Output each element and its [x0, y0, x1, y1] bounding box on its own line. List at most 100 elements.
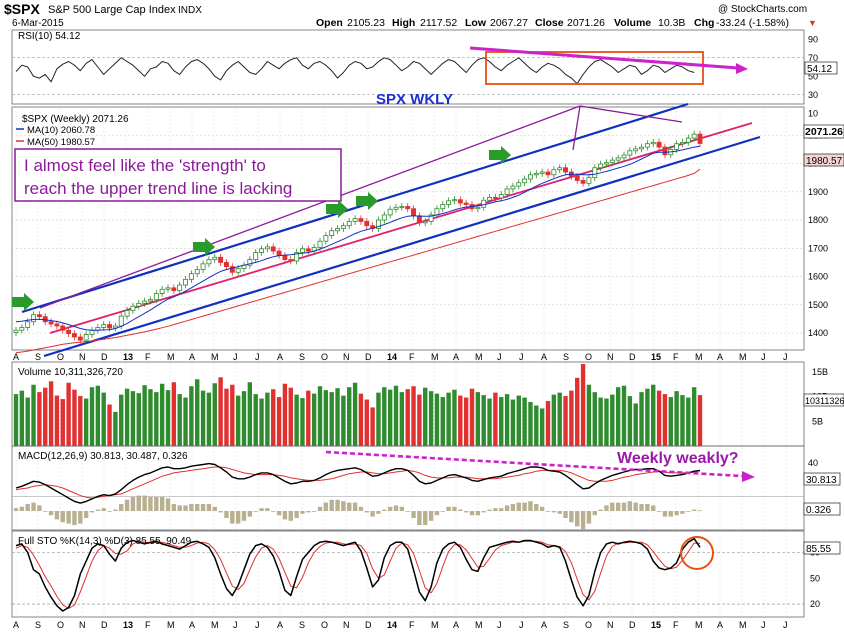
volume-bar: [639, 392, 644, 446]
price-candle: [416, 215, 422, 224]
macd-histogram-bar: [317, 506, 323, 511]
macd-histogram-bar: [487, 509, 492, 511]
volume-bar: [189, 386, 194, 446]
spx-wkly-label: SPX WKLY: [376, 91, 453, 108]
volume-bar: [662, 394, 668, 446]
x-tick-label: J: [255, 620, 260, 630]
macd-histogram-bar: [452, 506, 457, 511]
x-tick-label: M: [431, 620, 439, 630]
x-tick-label: 14: [387, 352, 397, 362]
macd-histogram-bar: [499, 508, 504, 511]
macd-histogram-bar: [43, 511, 48, 512]
macd-histogram-bar: [399, 506, 405, 511]
volume-bar: [627, 396, 633, 446]
macd-histogram-bar: [686, 511, 691, 512]
sto-k-line: [15, 537, 701, 612]
macd-histogram-bar: [189, 504, 194, 511]
price-candle: [644, 143, 650, 148]
ma50-line: [15, 168, 701, 354]
volume-bar: [434, 393, 440, 446]
macd-histogram-bar: [323, 502, 329, 511]
middle-red-trend-line: [49, 122, 753, 334]
macd-histogram-bar: [212, 506, 217, 511]
volume-bar: [697, 395, 703, 446]
x-tick-label: M: [475, 352, 483, 362]
price-candle: [200, 263, 206, 270]
price-candle: [615, 157, 621, 161]
macd-histogram-bar: [19, 506, 25, 511]
volume-bar: [428, 391, 434, 446]
price-candle: [592, 167, 598, 179]
volume-bar: [113, 411, 118, 446]
price-candle: [253, 252, 259, 260]
x-tick-label: M: [739, 620, 747, 630]
macd-histogram-bar: [265, 508, 270, 511]
price-tick-label: 1600: [808, 272, 828, 282]
macd-histogram-bar: [66, 511, 71, 524]
price-candle: [188, 273, 194, 280]
volume-bar: [48, 381, 54, 446]
price-candle: [276, 250, 282, 256]
macd-histogram-bar: [592, 511, 597, 516]
volume-bar: [72, 389, 77, 446]
price-candle: [650, 141, 656, 145]
rsi-value-box: 54.12: [807, 64, 832, 75]
volume-bar: [271, 389, 276, 446]
macd-histogram-bar: [610, 502, 615, 511]
green-arrow-icon: [356, 192, 378, 210]
x-tick-label: A: [189, 352, 195, 362]
volume-bar: [66, 382, 71, 446]
volume-bar: [510, 399, 516, 446]
x-tick-label: D: [101, 620, 108, 630]
price-candle: [124, 310, 130, 317]
price-candle: [107, 324, 112, 329]
ma10-label: MA(10) 2060.78: [27, 125, 95, 136]
price-candle: [440, 204, 446, 210]
price-candle: [183, 278, 188, 286]
macd-histogram-bar: [165, 498, 171, 511]
price-candle: [358, 218, 364, 222]
purple-upper-line: [39, 105, 581, 309]
volume-bar: [212, 383, 217, 446]
price-candle: [463, 202, 469, 205]
macd-histogram-bar: [48, 511, 54, 516]
x-tick-label: A: [541, 352, 547, 362]
macd-histogram-bar: [434, 511, 440, 516]
price-candle: [282, 254, 288, 260]
x-tick-label: J: [233, 620, 238, 630]
volume-bar: [440, 397, 445, 446]
price-candle: [522, 178, 528, 184]
macd-histogram-bar: [335, 499, 340, 511]
macd-value-box: 30.813: [806, 475, 837, 486]
x-tick-label: A: [453, 352, 459, 362]
x-tick-label: D: [101, 352, 108, 362]
volume-bar: [569, 390, 574, 446]
macd-histogram-bar: [288, 511, 293, 521]
ma10-line: [15, 145, 701, 331]
high-value: 2117.52: [420, 17, 457, 29]
x-tick-label: M: [475, 620, 483, 630]
sto-highlight-circle: [680, 536, 714, 570]
rsi-tick-label: 90: [808, 34, 818, 44]
macd-histogram-bar: [528, 501, 533, 511]
volume-bar: [487, 398, 492, 446]
price-candle: [674, 143, 680, 150]
x-tick-label: M: [211, 352, 219, 362]
price-candle: [428, 214, 434, 222]
macd-histogram-bar: [13, 508, 19, 511]
macd-histogram-bar: [31, 502, 36, 511]
close-value: 2071.26: [567, 17, 605, 29]
close-value-box: 2071.26: [805, 126, 843, 138]
x-tick-label: D: [365, 352, 372, 362]
price-candle: [656, 141, 662, 148]
price-candle: [498, 194, 504, 199]
volume-bar: [230, 384, 235, 446]
price-candle: [323, 235, 329, 242]
volume-bar: [288, 387, 293, 446]
green-arrow-icon: [193, 238, 215, 256]
macd-histogram-bar: [83, 511, 89, 518]
price-candle: [533, 173, 539, 176]
chart-date: 6-Mar-2015: [12, 18, 64, 29]
volume-tick-label: 15B: [812, 367, 828, 377]
x-tick-label: N: [607, 620, 614, 630]
